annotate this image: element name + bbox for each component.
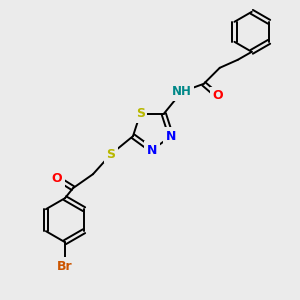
Text: NH: NH — [172, 85, 192, 98]
Text: O: O — [212, 89, 223, 102]
Text: N: N — [166, 130, 176, 143]
Text: S: S — [136, 107, 145, 120]
Text: S: S — [106, 148, 116, 161]
Text: N: N — [147, 143, 157, 157]
Text: Br: Br — [57, 260, 73, 273]
Text: O: O — [52, 172, 62, 185]
